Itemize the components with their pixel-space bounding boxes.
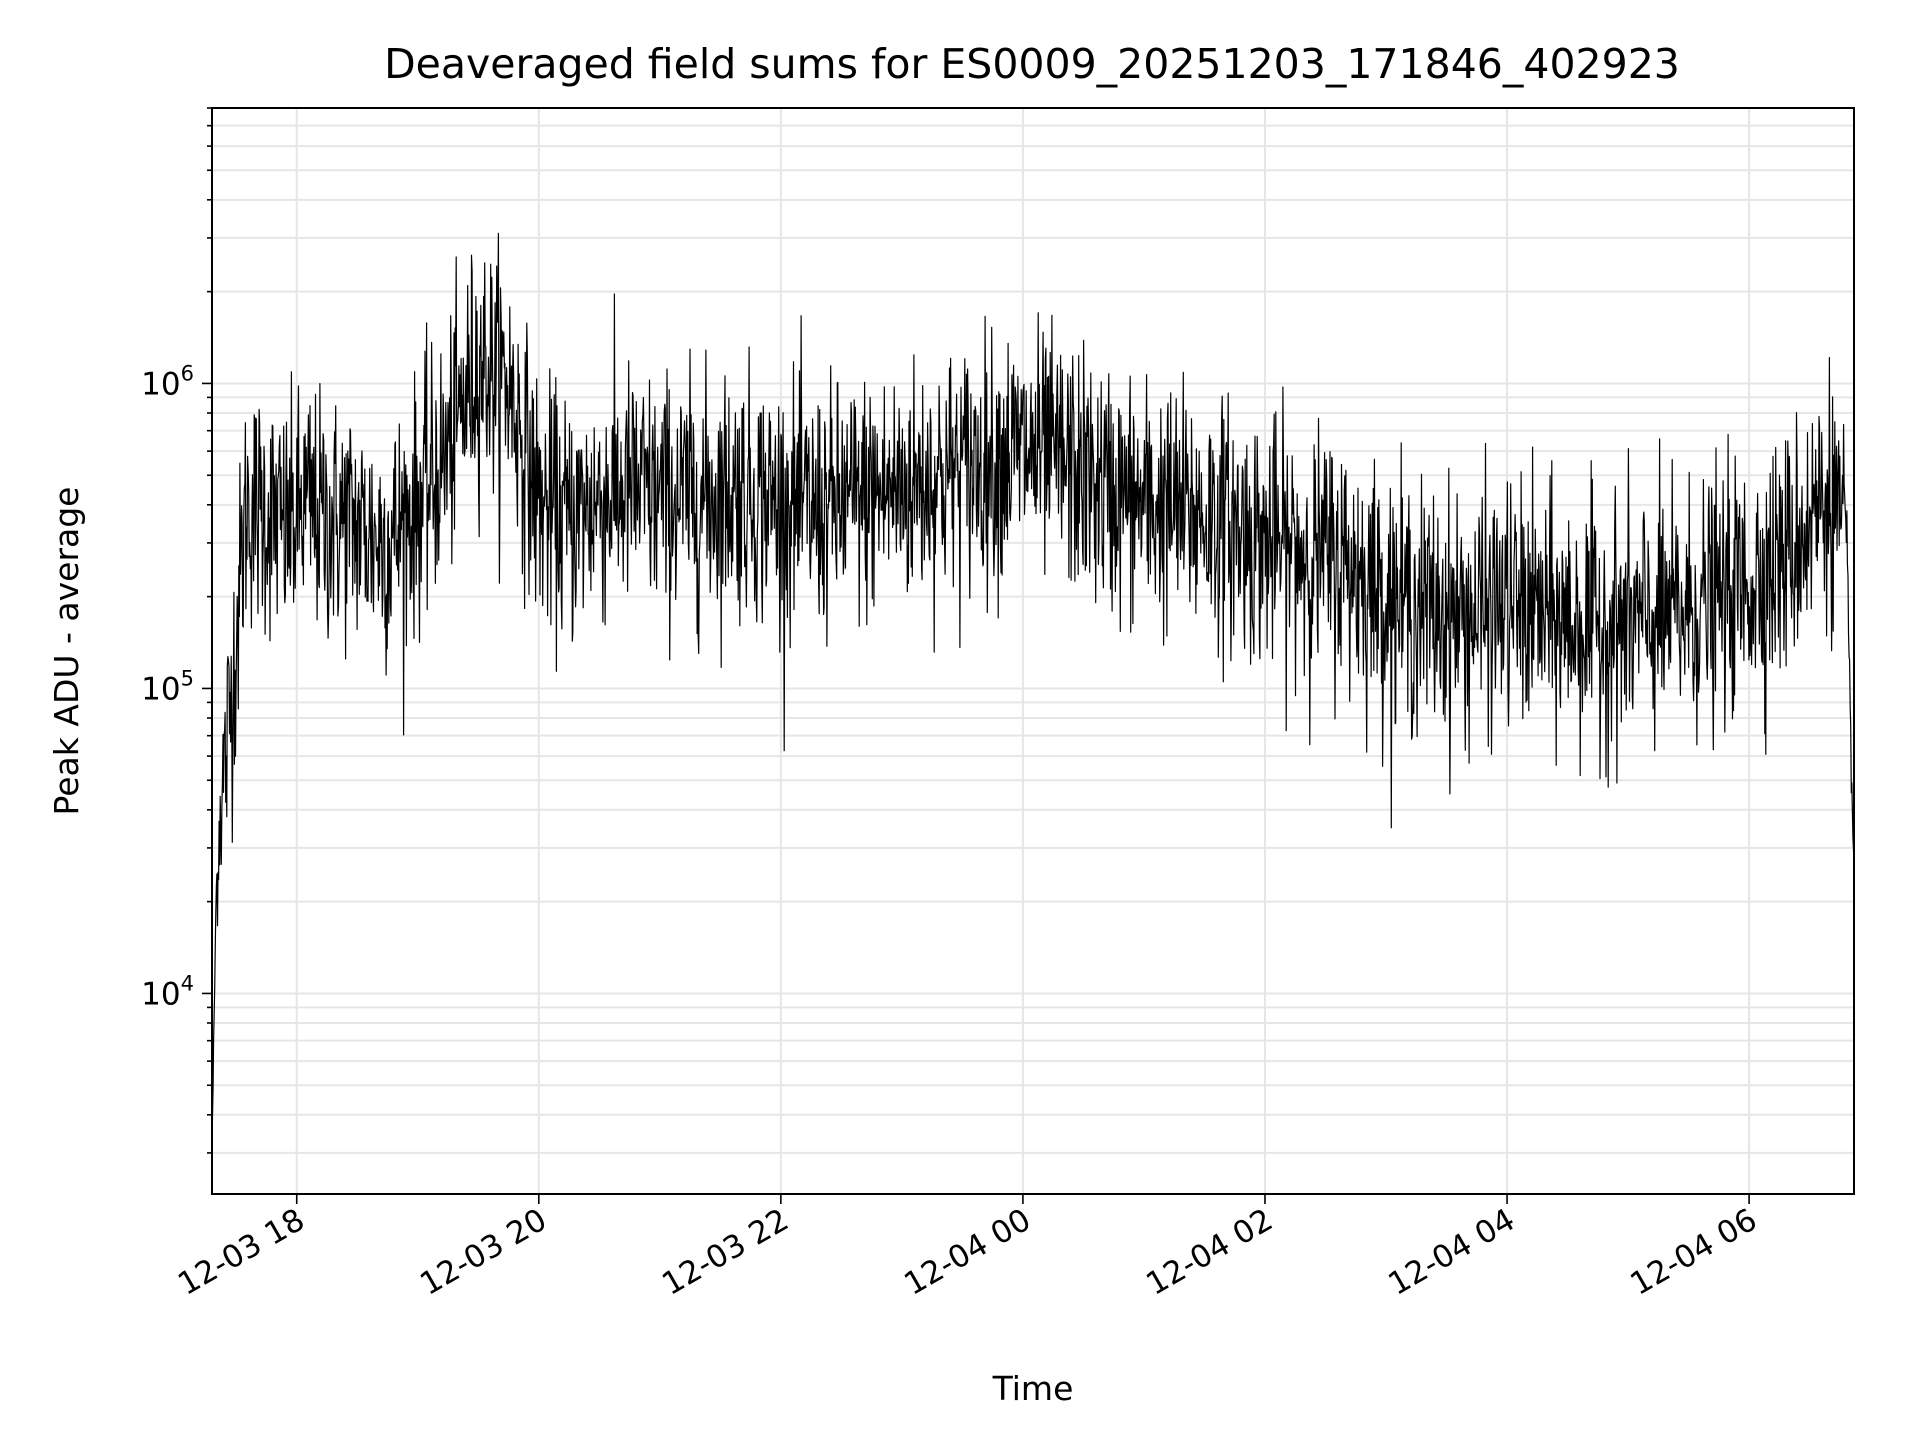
x-tick-label: 12-04 06 xyxy=(1624,1202,1763,1303)
y-tick-label: 104 xyxy=(141,971,194,1012)
plot-frame xyxy=(211,107,1855,1195)
series-layer xyxy=(212,232,1854,1153)
x-axis-label: Time xyxy=(992,1369,1074,1408)
x-tick-label: 12-04 02 xyxy=(1140,1202,1279,1303)
y-axis: 104 105 106 xyxy=(141,107,212,1154)
y-tick-label: 106 xyxy=(141,361,194,402)
y-axis-label: Peak ADU - average xyxy=(47,487,86,816)
chart-title: Deaveraged field sums for ES0009_2025120… xyxy=(384,40,1680,88)
x-tick-label: 12-03 20 xyxy=(414,1202,553,1303)
y-tick-label: 105 xyxy=(141,666,194,707)
x-tick-label: 12-03 18 xyxy=(172,1202,311,1303)
series-line xyxy=(212,232,1854,1153)
x-tick-label: 12-04 04 xyxy=(1382,1202,1521,1303)
x-tick-label: 12-04 00 xyxy=(898,1202,1037,1303)
x-axis: 12-03 18 12-03 20 12-03 22 12-04 00 12-04 02… xyxy=(172,1194,1763,1303)
x-tick-label: 12-03 22 xyxy=(656,1202,795,1303)
